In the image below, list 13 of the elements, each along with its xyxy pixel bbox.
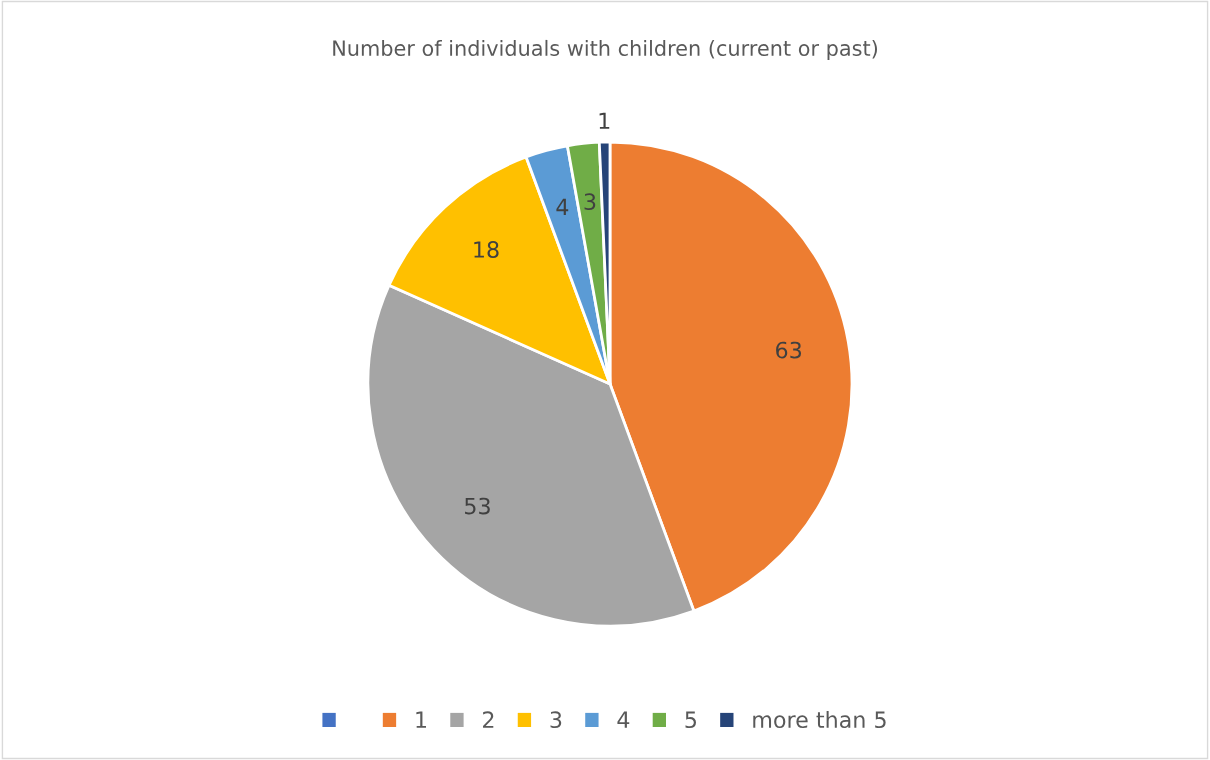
legend-label: 4 [617,711,630,728]
data-label: 53 [465,497,490,515]
legend-label: 1 [416,711,426,728]
legend-label: 2 [483,711,494,728]
chart-title: Number of individuals with children (current or past) [333,39,878,61]
data-label: 18 [474,241,499,258]
data-label: 63 [776,341,802,359]
data-label: 3 [584,193,596,211]
data-label: 1 [599,112,610,129]
legend-label: 5 [685,711,696,729]
legend-label: 3 [550,711,562,729]
data-label: 4 [556,198,569,215]
legend-label: more than 5 [753,710,886,729]
